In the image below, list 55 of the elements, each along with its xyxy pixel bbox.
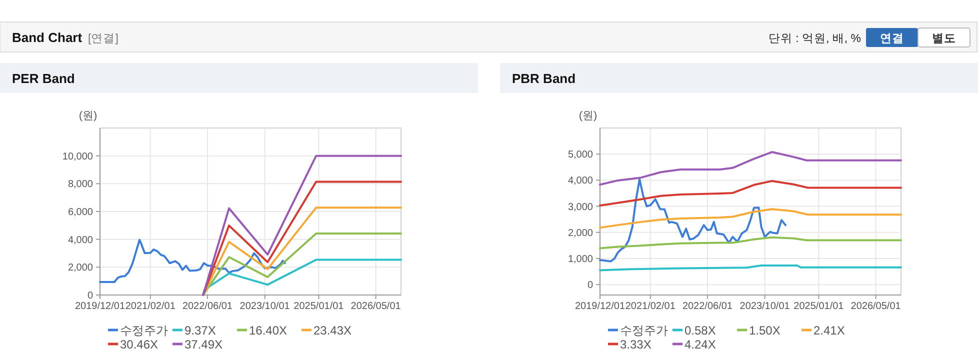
- y-tick-label: 3,000: [568, 202, 594, 213]
- y-tick-label: 0: [587, 280, 594, 292]
- y-tick-label: 2,000: [68, 262, 94, 274]
- y-tick-label: 10,000: [62, 151, 94, 162]
- legend-label: 0.58X: [684, 324, 716, 338]
- y-tick-label: 2,000: [568, 228, 594, 239]
- x-tick-label: 2019/12/01: [574, 301, 626, 312]
- y-tick-label: 6,000: [68, 207, 94, 218]
- x-tick-label: 2021/02/01: [625, 301, 676, 312]
- x-tick-label: 2025/01/01: [294, 301, 344, 312]
- legend-label: 9.37X: [184, 324, 216, 338]
- x-tick-label: 2022/06/01: [182, 301, 233, 312]
- line-series: [99, 238, 286, 284]
- legend-label: 수정주가: [620, 324, 668, 338]
- text: [연결]: [88, 33, 118, 45]
- legend-label: 16.40X: [249, 324, 288, 338]
- line-series: [599, 180, 902, 206]
- text: 별도: [932, 32, 956, 45]
- legend-label: 37.49X: [184, 338, 223, 352]
- x-tick-label: 2023/10/01: [740, 301, 790, 312]
- y-axis-title: (원): [78, 110, 98, 122]
- line-series: [202, 154, 402, 296]
- y-tick-label: 4,000: [568, 176, 594, 187]
- y-tick-label: 1,000: [568, 254, 594, 265]
- text: Band Chart: [12, 30, 83, 45]
- line-series: [599, 178, 787, 262]
- y-tick-label: 0: [87, 290, 94, 302]
- legend-label: 4.24X: [684, 338, 716, 352]
- legend-label: 23.43X: [314, 324, 352, 338]
- x-tick-label: 2021/02/01: [125, 301, 176, 312]
- line-series: [202, 206, 402, 296]
- y-tick-label: 4,000: [68, 234, 94, 246]
- line-series: [599, 151, 902, 186]
- chart-title: PER Band: [12, 71, 75, 86]
- legend-label: 수정주가: [120, 324, 168, 338]
- x-tick-label: 2022/06/01: [682, 301, 733, 312]
- x-tick-label: 2023/10/01: [240, 301, 290, 312]
- y-tick-label: 5,000: [568, 150, 594, 161]
- text: 단위 : 억원, 배, %: [768, 33, 861, 45]
- line-series: [202, 232, 402, 296]
- x-tick-label: 2025/01/01: [794, 301, 844, 312]
- y-tick-label: 8,000: [68, 179, 94, 190]
- legend-label: 30.46X: [120, 338, 158, 352]
- text: 연결: [880, 32, 904, 45]
- x-tick-label: 2026/05/01: [850, 301, 902, 312]
- y-axis-title: (원): [578, 110, 598, 122]
- line-series: [599, 236, 902, 250]
- legend-label: 1.50X: [749, 324, 780, 338]
- line-series: [202, 180, 402, 296]
- legend-label: 2.41X: [814, 324, 845, 338]
- line-series: [599, 208, 902, 229]
- legend-label: 3.33X: [620, 338, 652, 352]
- x-tick-label: 2019/12/01: [74, 301, 126, 312]
- chart-title: PBR Band: [512, 71, 576, 86]
- x-tick-label: 2026/05/01: [350, 301, 402, 312]
